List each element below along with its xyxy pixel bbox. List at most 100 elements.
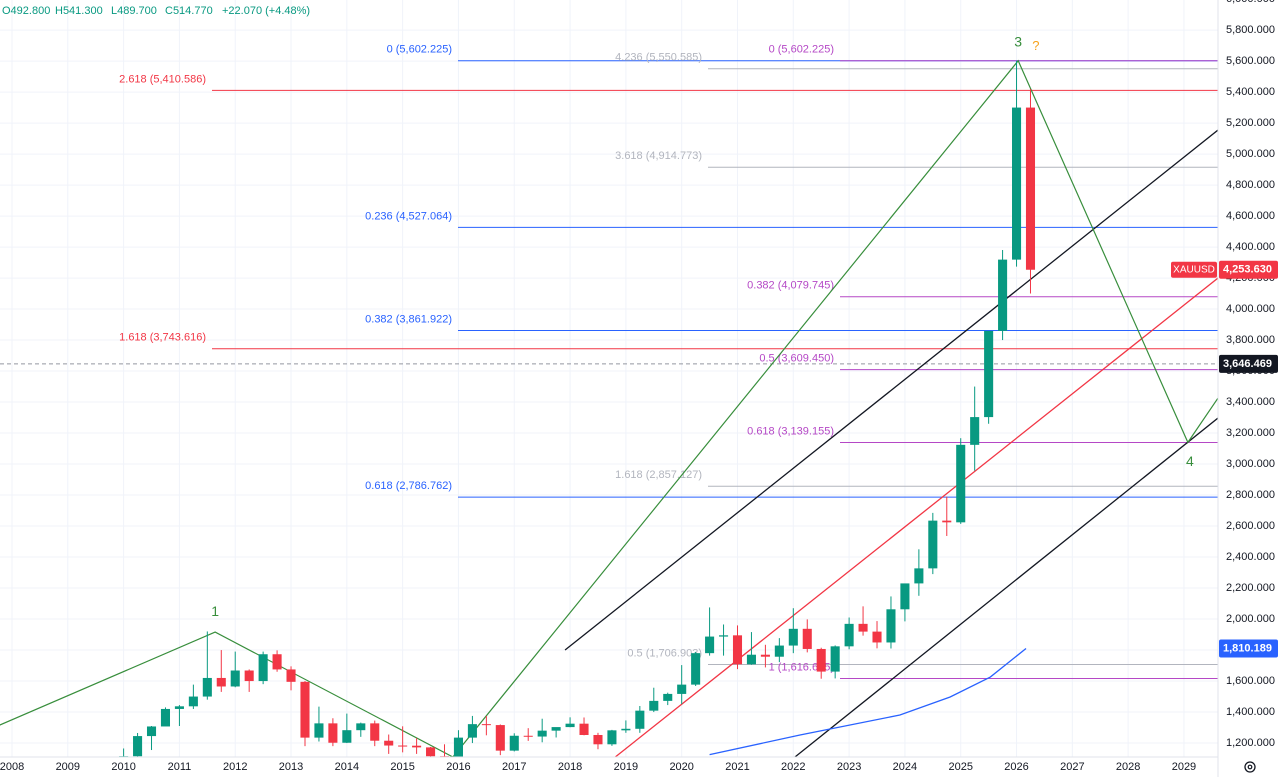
y-tick-label: 2,800.000	[1226, 489, 1275, 501]
candle-body	[621, 728, 631, 731]
crosshair-tag	[1219, 354, 1278, 373]
x-tick-label: 2029	[1172, 761, 1196, 773]
candle-body	[663, 693, 673, 701]
candle-body	[635, 710, 645, 729]
x-tick-label: 2022	[781, 761, 805, 773]
candle-body	[467, 724, 477, 738]
x-tick-label: 2009	[56, 761, 80, 773]
candle-body	[398, 745, 408, 747]
elliott-wave	[0, 59, 1218, 757]
candle-body	[649, 700, 659, 711]
x-tick-label: 2011	[168, 761, 192, 773]
crosshair-tag-label: 3,646.469	[1223, 358, 1272, 370]
candle-body	[928, 520, 938, 569]
x-tick-label: 2024	[893, 761, 917, 773]
y-tick-label: 2,200.000	[1226, 582, 1275, 594]
x-tick-label: 2008	[0, 761, 24, 773]
candle-body	[1012, 107, 1022, 260]
fib-label: 2.618 (5,410.586)	[119, 73, 206, 85]
fib-label: 0.382 (3,861.922)	[365, 313, 452, 325]
candle-body	[314, 723, 324, 738]
candle-body	[942, 520, 952, 523]
fib-label: 0.5 (1,706.903)	[627, 647, 702, 659]
candle-body	[719, 635, 729, 637]
candle-body	[760, 654, 770, 657]
y-tick-label: 5,200.000	[1226, 117, 1275, 129]
candle-body	[300, 681, 310, 738]
ohlc-high: H541.300	[55, 5, 103, 17]
trendline	[614, 277, 1218, 757]
y-tick-label: 1,200.000	[1226, 737, 1275, 749]
ohlc-change: +22.070 (+4.48%)	[222, 5, 310, 17]
candle-body	[900, 583, 910, 610]
x-tick-label: 2023	[837, 761, 861, 773]
fib-label: 0.5 (3,609.450)	[759, 353, 834, 365]
candle-body	[537, 730, 547, 737]
y-tick-label: 3,200.000	[1226, 427, 1275, 439]
x-tick-label: 2021	[725, 761, 749, 773]
x-tick-label: 2020	[669, 761, 693, 773]
fib-label: 0.236 (4,527.064)	[365, 210, 452, 222]
y-tick-label: 1,600.000	[1226, 675, 1275, 687]
fib-label: 0.618 (3,139.155)	[747, 425, 834, 437]
y-tick-label: 2,400.000	[1226, 551, 1275, 563]
fib-label: 3.618 (4,914.773)	[615, 150, 702, 162]
x-tick-label: 2019	[614, 761, 638, 773]
grid	[0, 0, 1218, 757]
x-tick-label: 2026	[1004, 761, 1028, 773]
candle-body	[230, 670, 240, 687]
symbol-label: XAUUSD	[1173, 264, 1215, 275]
candle-body	[412, 745, 422, 748]
y-tick-label: 3,400.000	[1226, 396, 1275, 408]
candle-body	[593, 734, 603, 745]
symbol-tag	[1171, 261, 1217, 278]
ohlc-low: L489.700	[111, 5, 157, 17]
candle-body	[565, 723, 575, 728]
candle-body	[384, 740, 394, 746]
ohlc-close: C514.770	[165, 5, 213, 17]
x-tick-label: 2025	[948, 761, 972, 773]
candle-body	[1025, 107, 1036, 270]
candle-body	[188, 696, 198, 707]
y-tick-label: 3,000.000	[1226, 458, 1275, 470]
candle-body	[579, 723, 589, 735]
x-tick-label: 2027	[1060, 761, 1084, 773]
settings-icon[interactable]	[1244, 761, 1256, 773]
x-tick-label: 2014	[335, 761, 359, 773]
x-tick-label: 2013	[279, 761, 303, 773]
ohlc-open: O492.800	[2, 5, 50, 17]
plot-area: 0 (5,602.225) 4.236 (5,550.585) 0 (5,602.2…	[0, 33, 1218, 757]
wave-note: ?	[1032, 38, 1039, 53]
candle-body	[495, 725, 505, 751]
candle-body	[802, 628, 812, 649]
fib-label: 4.236 (5,550.585)	[615, 52, 702, 64]
fib-label: 0 (5,602.225)	[769, 44, 834, 56]
candle-body	[984, 330, 994, 418]
candle-body	[677, 684, 687, 694]
gear[interactable]	[1244, 761, 1256, 773]
y-tick-label: 4,400.000	[1226, 241, 1275, 253]
candle-body	[858, 623, 868, 632]
candle-body	[816, 648, 826, 672]
candle-body	[342, 730, 352, 743]
y-tick-label: 2,600.000	[1226, 520, 1275, 532]
trendline	[794, 417, 1218, 757]
candle-body	[998, 259, 1008, 331]
candle-body	[732, 635, 743, 665]
y-tick-label: 1,400.000	[1226, 706, 1275, 718]
candle-body	[914, 568, 924, 584]
y-tick-label: 5,600.000	[1226, 55, 1275, 67]
wave-label: 3	[1014, 33, 1022, 49]
candle-body	[328, 723, 338, 743]
candle-body	[286, 669, 296, 682]
x-tick-label: 2012	[223, 761, 247, 773]
fib-label: 1.618 (2,857.127)	[615, 469, 702, 481]
candle-body	[453, 737, 463, 757]
y-tick-label: 4,000.000	[1226, 303, 1275, 315]
moving-average	[709, 647, 1027, 756]
x-tick-label: 2028	[1116, 761, 1140, 773]
candle-body	[523, 735, 533, 737]
gear-center[interactable]	[1247, 764, 1253, 770]
candle-body	[970, 417, 980, 445]
